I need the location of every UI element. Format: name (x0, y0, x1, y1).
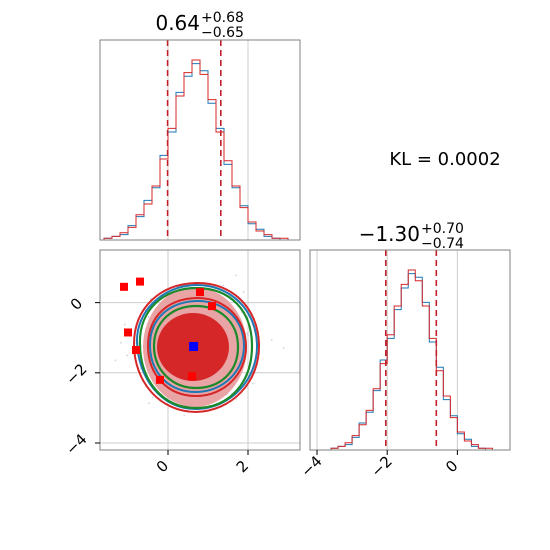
joint-red-marker-1 (136, 277, 144, 286)
joint-sample-point (282, 347, 285, 349)
joint-sample-point (151, 396, 154, 399)
param2-x-tick-label-1: −2 (367, 452, 395, 480)
joint-red-marker-4 (196, 288, 204, 297)
joint-red-marker-6 (208, 302, 216, 311)
hist-param2-frame (309, 249, 511, 451)
joint-sample-point (251, 382, 254, 385)
kl-divergence-label: KL = 0.0002 (389, 149, 500, 170)
hist-param1-red-series (103, 59, 289, 240)
hist-param2-quantile-lines (384, 250, 438, 450)
joint-green-contour-inner (152, 304, 240, 390)
joint-red-marker-7 (156, 375, 164, 384)
joint-y-ticks: 0 −2 −4 (62, 294, 100, 459)
joint-sample-point (126, 354, 128, 357)
hist-param1-frame (99, 39, 301, 241)
joint-sample-point (183, 414, 186, 417)
hist-param2-panel: −1.30 +0.70 −0.74 −4 −2 0 (297, 221, 511, 481)
joint-sample-point (148, 402, 151, 405)
hist-param1-quantile-lines (166, 40, 222, 240)
joint-red-contour-inner (146, 296, 248, 398)
joint-y-tick-label-2: −4 (62, 430, 90, 458)
joint-red-marker-2 (124, 328, 132, 337)
joint-green-contour-outer (138, 286, 254, 410)
joint-sample-point (114, 359, 117, 362)
param2-x-tick-label-0: −4 (297, 452, 325, 480)
hist-param1-panel: 0.64 +0.68 −0.65 (99, 10, 301, 241)
joint-x-tick-label-0: 0 (153, 457, 172, 476)
joint-blue-marker (189, 341, 199, 351)
param2-x-tick-label-2: 0 (442, 457, 461, 476)
joint-sample-point (124, 323, 126, 326)
joint-sample-point (119, 341, 122, 344)
hist-param1-grid (167, 40, 249, 240)
joint-blue-contour-inner (148, 299, 246, 394)
joint-sample-point (270, 339, 273, 342)
hist-param1-blue-series (103, 63, 288, 240)
param1-title-value: 0.64 (155, 11, 200, 35)
joint-sample-point (147, 316, 150, 319)
joint-sample-point (247, 334, 249, 337)
param2-title-plus: +0.70 (421, 221, 464, 237)
joint-red-markers (120, 277, 216, 384)
param1-title-plus: +0.68 (201, 10, 244, 26)
joint-sample-point (222, 284, 225, 287)
param2-title-minus: −0.74 (421, 236, 464, 252)
hist-param2-blue-series (330, 273, 493, 450)
joint-sample-point (235, 274, 238, 277)
hist-param2-x-ticks: −4 −2 0 (297, 450, 462, 481)
joint-red-marker-3 (132, 346, 140, 354)
joint-red-marker-5 (188, 372, 196, 381)
joint-sample-point (242, 291, 245, 294)
joint-x-tick-label-1: 2 (233, 457, 252, 476)
joint-y-tick-label-1: −2 (62, 360, 90, 388)
joint-frame (99, 249, 301, 451)
hist-param2-red-series (330, 269, 493, 450)
joint-red-contour-outer (132, 281, 261, 414)
joint-sample-point (185, 458, 187, 460)
joint-sample-point (245, 332, 248, 335)
joint-red-marker-0 (120, 282, 128, 291)
joint-sample-point (78, 316, 80, 318)
joint-y-tick-label-0: 0 (67, 294, 86, 313)
param2-title-value: −1.30 (359, 222, 420, 246)
param1-title-minus: −0.65 (201, 25, 244, 41)
